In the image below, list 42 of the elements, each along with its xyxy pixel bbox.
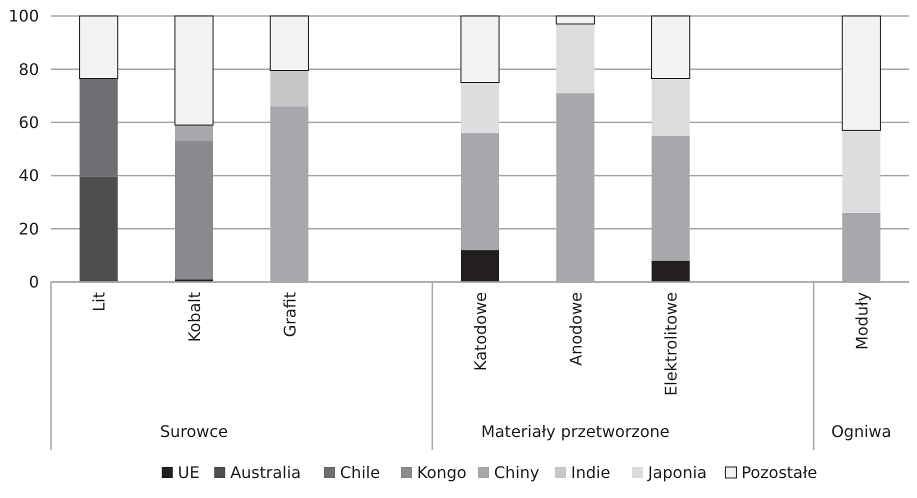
- y-tick-label: 100: [8, 6, 39, 26]
- legend-label: Pozostałe: [741, 463, 818, 482]
- bar: [174, 125, 214, 142]
- bar: [174, 16, 214, 126]
- y-tick-label: 20: [18, 219, 39, 238]
- bar: [842, 130, 880, 213]
- bar: [460, 16, 500, 83]
- text: Ogniwa: [831, 422, 892, 441]
- bar: [79, 16, 118, 80]
- x-tick-label: Anodowe: [566, 292, 586, 366]
- x-tick-label: Moduły: [852, 292, 872, 350]
- text: Materiały przetworzone: [481, 422, 670, 441]
- x-tick-label: Grafit: [280, 292, 300, 338]
- bar: [556, 24, 594, 94]
- x-tick-label: Lit: [90, 292, 109, 312]
- x-tick-label: Katodowe: [471, 292, 490, 371]
- text: Surowce: [160, 422, 228, 441]
- legend-label: Japonia: [647, 463, 707, 482]
- x-tick-label: Elektrolitowe: [662, 292, 681, 396]
- y-tick-label: 40: [18, 166, 39, 186]
- x-tick-label: Kobalt: [185, 292, 204, 342]
- bar: [174, 141, 214, 280]
- legend-label: Australia: [230, 463, 301, 482]
- legend-label: Indie: [571, 463, 610, 482]
- bar: [80, 176, 118, 282]
- y-tick-label: 0: [28, 272, 39, 292]
- bar: [842, 16, 881, 131]
- bar: [460, 250, 500, 282]
- y-tick-label: 60: [18, 113, 39, 132]
- legend-label: UE: [178, 463, 200, 482]
- y-tick-label: 80: [18, 60, 39, 79]
- legend-label: Chile: [340, 463, 380, 482]
- legend-label: Chiny: [494, 463, 540, 482]
- bar: [270, 16, 309, 72]
- bar: [652, 78, 690, 136]
- bar: [80, 78, 118, 177]
- bar: [460, 82, 500, 134]
- bar: [651, 16, 690, 80]
- bar: [556, 16, 595, 24]
- legend-label: Kongo: [417, 463, 467, 482]
- bar: [270, 70, 308, 106]
- bar: [652, 260, 690, 282]
